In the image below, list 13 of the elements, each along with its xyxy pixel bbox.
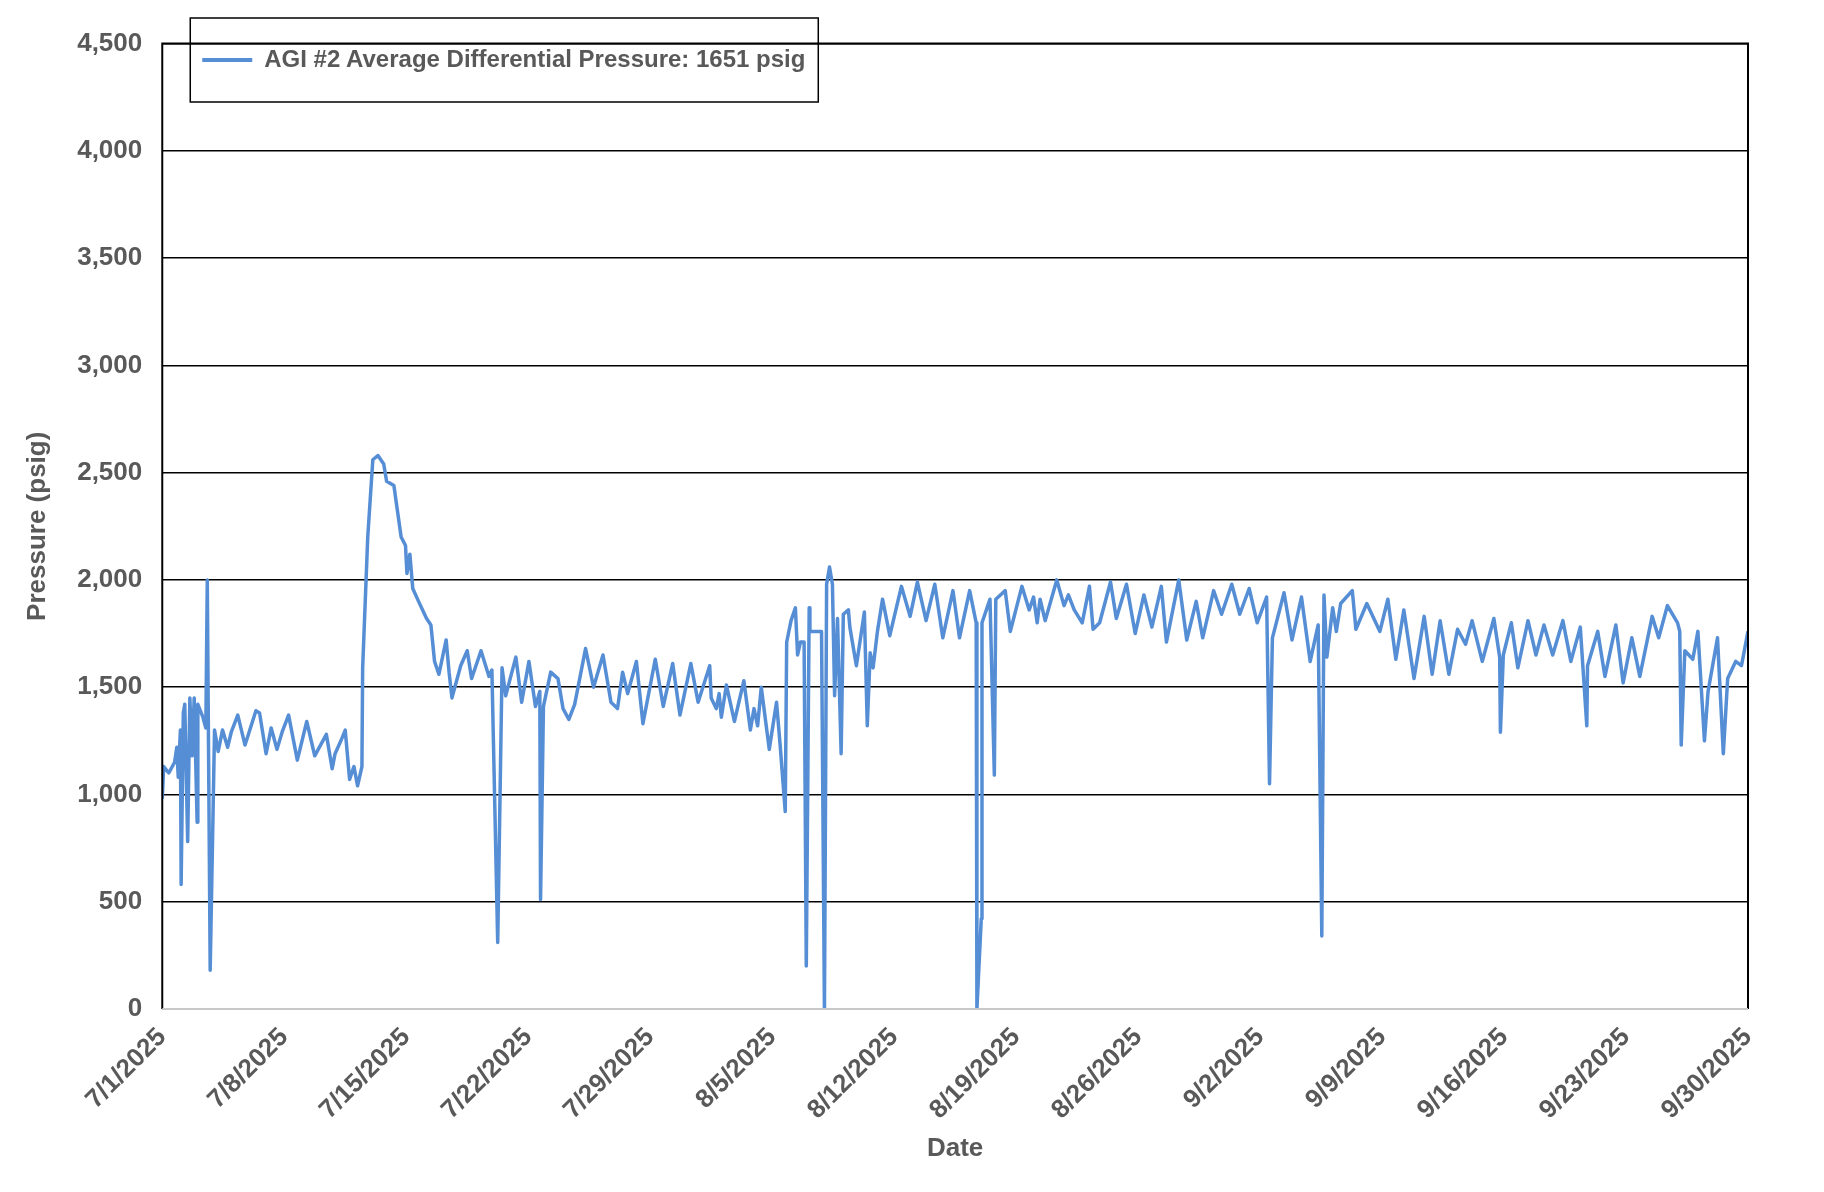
y-tick-label: 0 — [127, 992, 143, 1023]
y-tick-label: 1,500 — [77, 670, 143, 701]
y-axis-title: Pressure (psig) — [20, 431, 51, 621]
legend-label: AGI #2 Average Differential Pressure: 1651 psig — [264, 44, 806, 72]
x-axis-title: Date — [926, 1131, 984, 1162]
y-tick-label: 4,500 — [77, 26, 143, 57]
y-tick-label: 4,000 — [77, 134, 143, 165]
y-tick-label: 1,000 — [77, 777, 143, 808]
y-tick-label: 2,500 — [77, 455, 143, 486]
y-tick-label: 3,000 — [77, 348, 143, 379]
y-tick-label: 3,500 — [77, 241, 143, 272]
y-tick-label: 2,000 — [77, 563, 143, 594]
y-tick-label: 500 — [98, 884, 143, 915]
